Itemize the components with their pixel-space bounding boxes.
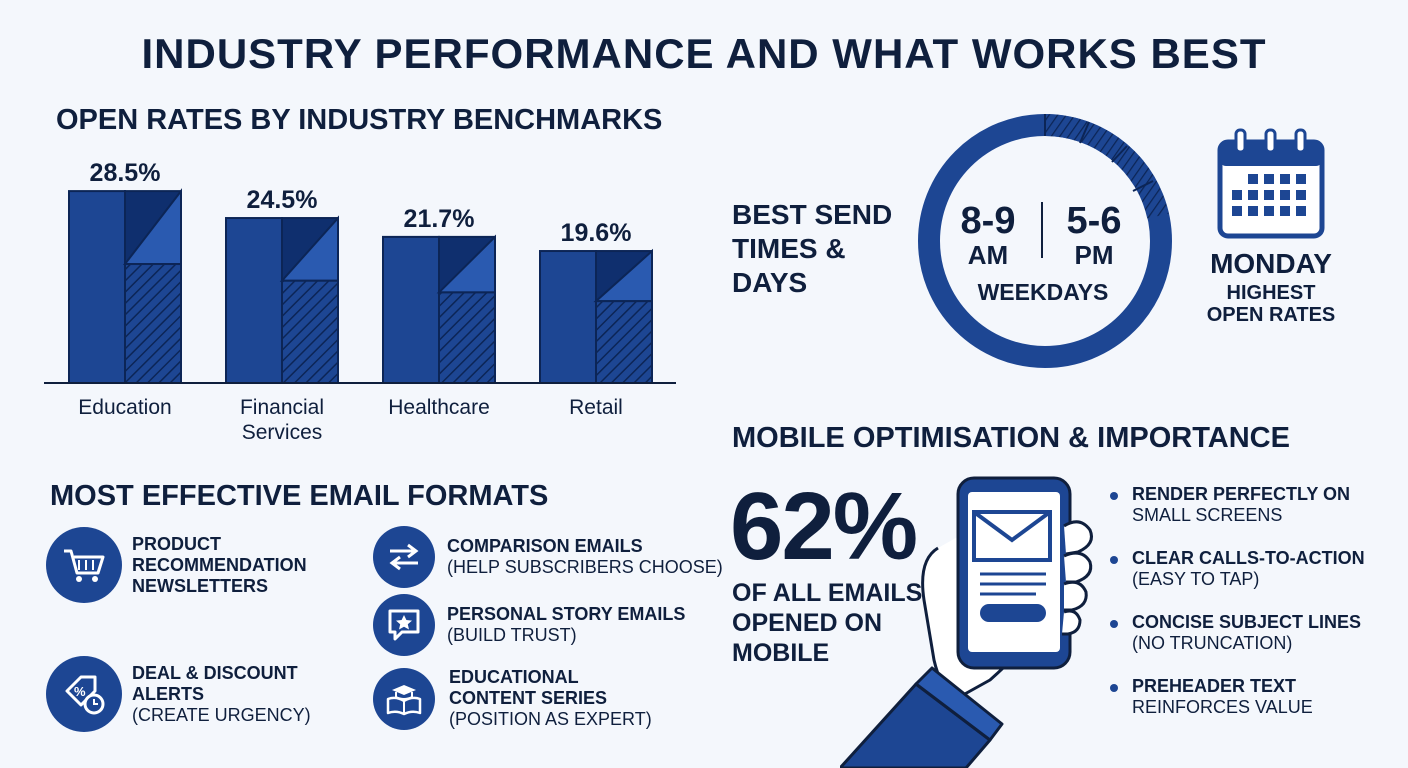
bar-value-label: 24.5% — [247, 186, 318, 214]
weekdays-label: WEEKDAYS — [977, 279, 1109, 305]
discount-tag-clock-icon: % — [46, 656, 122, 732]
bullet-title: CONCISE SUBJECT LINES — [1132, 612, 1362, 632]
bar-value-label: 19.6% — [561, 219, 632, 247]
format-subtitle: (CREATE URGENCY) — [132, 704, 311, 725]
bullet-subtitle: REINFORCES VALUE — [1132, 697, 1313, 717]
bar — [225, 215, 339, 385]
morning-time: 8-9 — [960, 200, 1016, 242]
calendar-icon — [1217, 128, 1325, 239]
format-deal-discount: % DEAL & DISCOUNT ALERTS (CREATE URGENCY… — [46, 656, 311, 732]
bar — [382, 234, 496, 384]
send-times-ring — [918, 114, 1172, 368]
bullet-dot — [1110, 684, 1118, 692]
best-day-note: HIGHEST OPEN RATES — [1206, 282, 1336, 326]
swap-arrows-icon — [373, 526, 435, 588]
format-subtitle: (POSITION AS EXPERT) — [449, 709, 652, 729]
hand-phone-email-icon — [840, 476, 1093, 768]
bullet-subtitle: SMALL SCREENS — [1132, 505, 1283, 525]
mobile-stat: 62% — [730, 473, 918, 580]
bullet-subtitle: (NO TRUNCATION) — [1132, 633, 1293, 653]
shopping-cart-icon — [46, 527, 122, 603]
bullet-subtitle: (EASY TO TAP) — [1132, 569, 1260, 589]
bullet-title: CLEAR CALLS-TO-ACTION — [1132, 548, 1365, 568]
category-label: Financial Services — [240, 396, 324, 444]
evening-time: 5-6 — [1066, 200, 1122, 242]
graduation-book-icon — [373, 667, 435, 730]
format-product-recommendation: PRODUCT RECOMMENDATION NEWSLETTERS — [46, 527, 307, 603]
format-subtitle: (BUILD TRUST) — [447, 625, 577, 645]
category-label: Retail — [569, 396, 623, 419]
svg-text:%: % — [74, 684, 86, 699]
bullet-dot — [1110, 620, 1118, 628]
open-rates-bar-chart: 28.5% Education 24.5% Financial Services 21.7… — [44, 159, 676, 444]
star-chat-icon — [373, 594, 435, 656]
evening-period: PM — [1074, 240, 1114, 270]
morning-period: AM — [967, 240, 1009, 270]
bullet-title: PREHEADER TEXT — [1132, 676, 1297, 696]
list-item: PREHEADER TEXT REINFORCES VALUE — [1110, 676, 1400, 718]
chart-title: OPEN RATES BY INDUSTRY BENCHMARKS — [56, 104, 663, 136]
bar-value-label: 28.5% — [90, 159, 161, 187]
best-day: MONDAY — [1210, 248, 1332, 279]
format-subtitle: (HELP SUBSCRIBERS CHOOSE) — [447, 557, 723, 577]
format-title: DEAL & DISCOUNT ALERTS — [132, 662, 298, 704]
category-label: Healthcare — [388, 396, 490, 419]
bar-value-label: 21.7% — [404, 205, 475, 233]
format-educational: EDUCATIONAL CONTENT SERIES (POSITION AS … — [373, 667, 652, 730]
format-comparison: COMPARISON EMAILS (HELP SUBSCRIBERS CHOO… — [373, 526, 723, 588]
bar — [539, 248, 653, 384]
bar — [68, 188, 182, 384]
mobile-title: MOBILE OPTIMISATION & IMPORTANCE — [732, 422, 1290, 454]
list-item: CONCISE SUBJECT LINES (NO TRUNCATION) — [1110, 612, 1400, 654]
format-title: PERSONAL STORY EMAILS — [447, 604, 686, 624]
list-item: CLEAR CALLS-TO-ACTION (EASY TO TAP) — [1110, 548, 1400, 590]
page-title: INDUSTRY PERFORMANCE AND WHAT WORKS BEST — [141, 30, 1267, 77]
mobile-bullet-list: RENDER PERFECTLY ON SMALL SCREENS CLEAR … — [1110, 484, 1400, 718]
format-personal-story: PERSONAL STORY EMAILS (BUILD TRUST) — [373, 594, 685, 656]
mobile-stat-description: OF ALL EMAILS OPENED ON MOBILE — [732, 579, 923, 667]
bullet-title: RENDER PERFECTLY ON — [1132, 484, 1351, 504]
bullet-dot — [1110, 556, 1118, 564]
format-title: COMPARISON EMAILS — [447, 536, 643, 556]
format-title: PRODUCT RECOMMENDATION NEWSLETTERS — [132, 533, 307, 596]
bullet-dot — [1110, 492, 1118, 500]
category-label: Education — [78, 396, 171, 419]
formats-title: MOST EFFECTIVE EMAIL FORMATS — [50, 480, 549, 512]
list-item: RENDER PERFECTLY ON SMALL SCREENS — [1110, 484, 1400, 526]
format-title: EDUCATIONAL CONTENT SERIES — [449, 667, 608, 708]
send-times-label: BEST SEND TIMES & DAYS — [732, 199, 893, 298]
